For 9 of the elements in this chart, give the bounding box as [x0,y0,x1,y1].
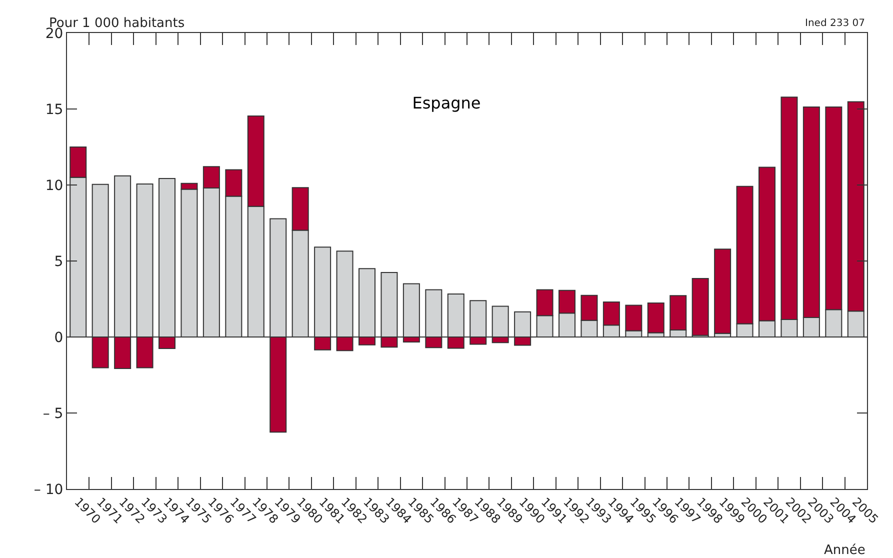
text: Ined 233 07 [805,18,865,29]
y-tick-label: – 5 [42,406,64,422]
y-tick-label: – 10 [34,482,64,498]
y-tick-label: 15 [45,102,64,118]
y-tick-label: 0 [54,330,64,346]
x-axis-title: Année [824,543,866,558]
y-tick-label: 5 [54,254,64,270]
y-tick-label: 10 [45,178,64,194]
text: Espagne [412,94,481,113]
